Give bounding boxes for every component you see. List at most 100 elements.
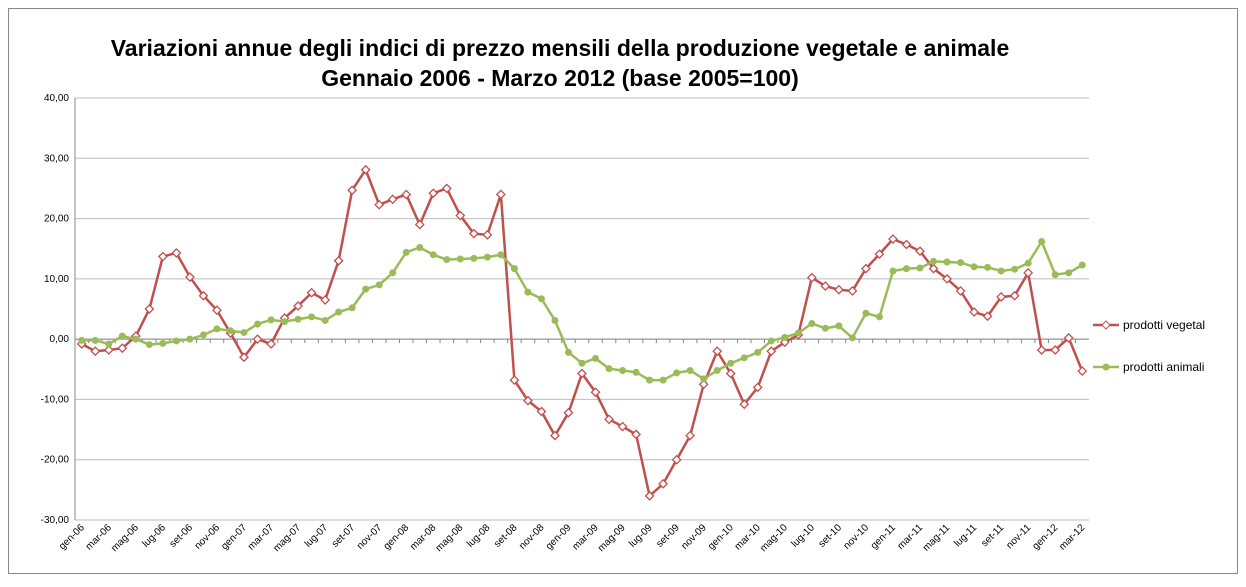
marker (387, 194, 398, 205)
marker (254, 320, 262, 328)
legend-label: prodotti animali (1123, 360, 1204, 374)
marker (428, 188, 439, 199)
marker (145, 341, 153, 349)
marker (955, 285, 966, 296)
marker (510, 265, 518, 273)
marker (1036, 345, 1047, 355)
marker (414, 219, 425, 230)
y-tick-label: 30,00 (44, 153, 69, 164)
marker (806, 272, 817, 283)
marker (564, 348, 572, 356)
marker (686, 366, 694, 374)
marker (90, 346, 101, 357)
marker (375, 281, 383, 289)
marker (632, 368, 640, 376)
marker (930, 257, 938, 265)
marker (1078, 261, 1086, 269)
marker (1023, 267, 1034, 278)
marker (212, 305, 222, 316)
marker (226, 327, 234, 335)
marker (482, 229, 493, 240)
marker (794, 329, 802, 337)
marker (861, 263, 871, 274)
marker (468, 228, 479, 239)
marker (495, 189, 506, 200)
marker (902, 265, 910, 273)
marker (294, 315, 302, 323)
marker (320, 295, 331, 305)
marker (631, 429, 641, 440)
marker (563, 407, 574, 418)
marker (754, 348, 762, 356)
marker (105, 340, 113, 348)
marker (957, 259, 965, 267)
marker (673, 369, 681, 377)
marker (619, 366, 627, 374)
marker (577, 368, 587, 379)
y-tick-label: -30,00 (41, 515, 70, 526)
marker (888, 234, 898, 244)
marker (604, 414, 614, 425)
marker (1009, 290, 1020, 301)
legend-label: prodotti vegetal (1123, 318, 1205, 332)
marker (347, 185, 358, 196)
marker (1050, 345, 1061, 355)
marker (698, 379, 709, 390)
marker (132, 335, 140, 343)
marker (509, 375, 520, 386)
marker (470, 254, 478, 262)
marker (537, 295, 545, 303)
marker (1011, 265, 1019, 273)
marker (199, 331, 207, 339)
chart-title: Variazioni annue degli indici di prezzo … (111, 35, 1010, 61)
marker (186, 335, 194, 343)
marker (739, 399, 750, 410)
marker (713, 366, 721, 374)
chart-border (8, 8, 1238, 574)
marker (551, 316, 559, 324)
marker (550, 430, 560, 441)
marker (928, 263, 939, 274)
marker (862, 309, 870, 317)
marker (389, 269, 397, 277)
y-tick-label: -20,00 (41, 455, 70, 466)
marker (157, 251, 168, 262)
marker (916, 264, 924, 272)
marker (443, 256, 451, 264)
marker (578, 359, 586, 367)
marker (523, 395, 533, 406)
marker (483, 253, 491, 261)
y-tick-label: 0,00 (50, 334, 70, 345)
marker (402, 248, 410, 256)
marker (536, 406, 547, 417)
marker (429, 251, 437, 259)
marker (767, 337, 775, 345)
marker (1065, 269, 1073, 277)
marker (943, 258, 951, 266)
y-tick-label: 40,00 (44, 93, 69, 104)
marker (1024, 259, 1032, 267)
marker (658, 478, 669, 489)
marker (416, 244, 424, 252)
marker (78, 336, 86, 344)
marker (889, 267, 897, 275)
marker (915, 246, 925, 257)
marker (1051, 271, 1059, 279)
marker (117, 343, 128, 354)
marker (497, 251, 505, 259)
marker (727, 359, 735, 367)
marker (874, 249, 885, 260)
marker (740, 354, 748, 362)
marker (833, 284, 844, 295)
legend-marker (1102, 363, 1110, 371)
marker (766, 346, 777, 357)
marker (401, 189, 412, 200)
marker (198, 290, 209, 301)
marker (996, 292, 1007, 302)
marker (1063, 333, 1074, 343)
marker (847, 285, 858, 296)
marker (617, 421, 628, 432)
chart-subtitle: Gennaio 2006 - Marzo 2012 (base 2005=100… (321, 65, 799, 91)
marker (455, 210, 466, 221)
